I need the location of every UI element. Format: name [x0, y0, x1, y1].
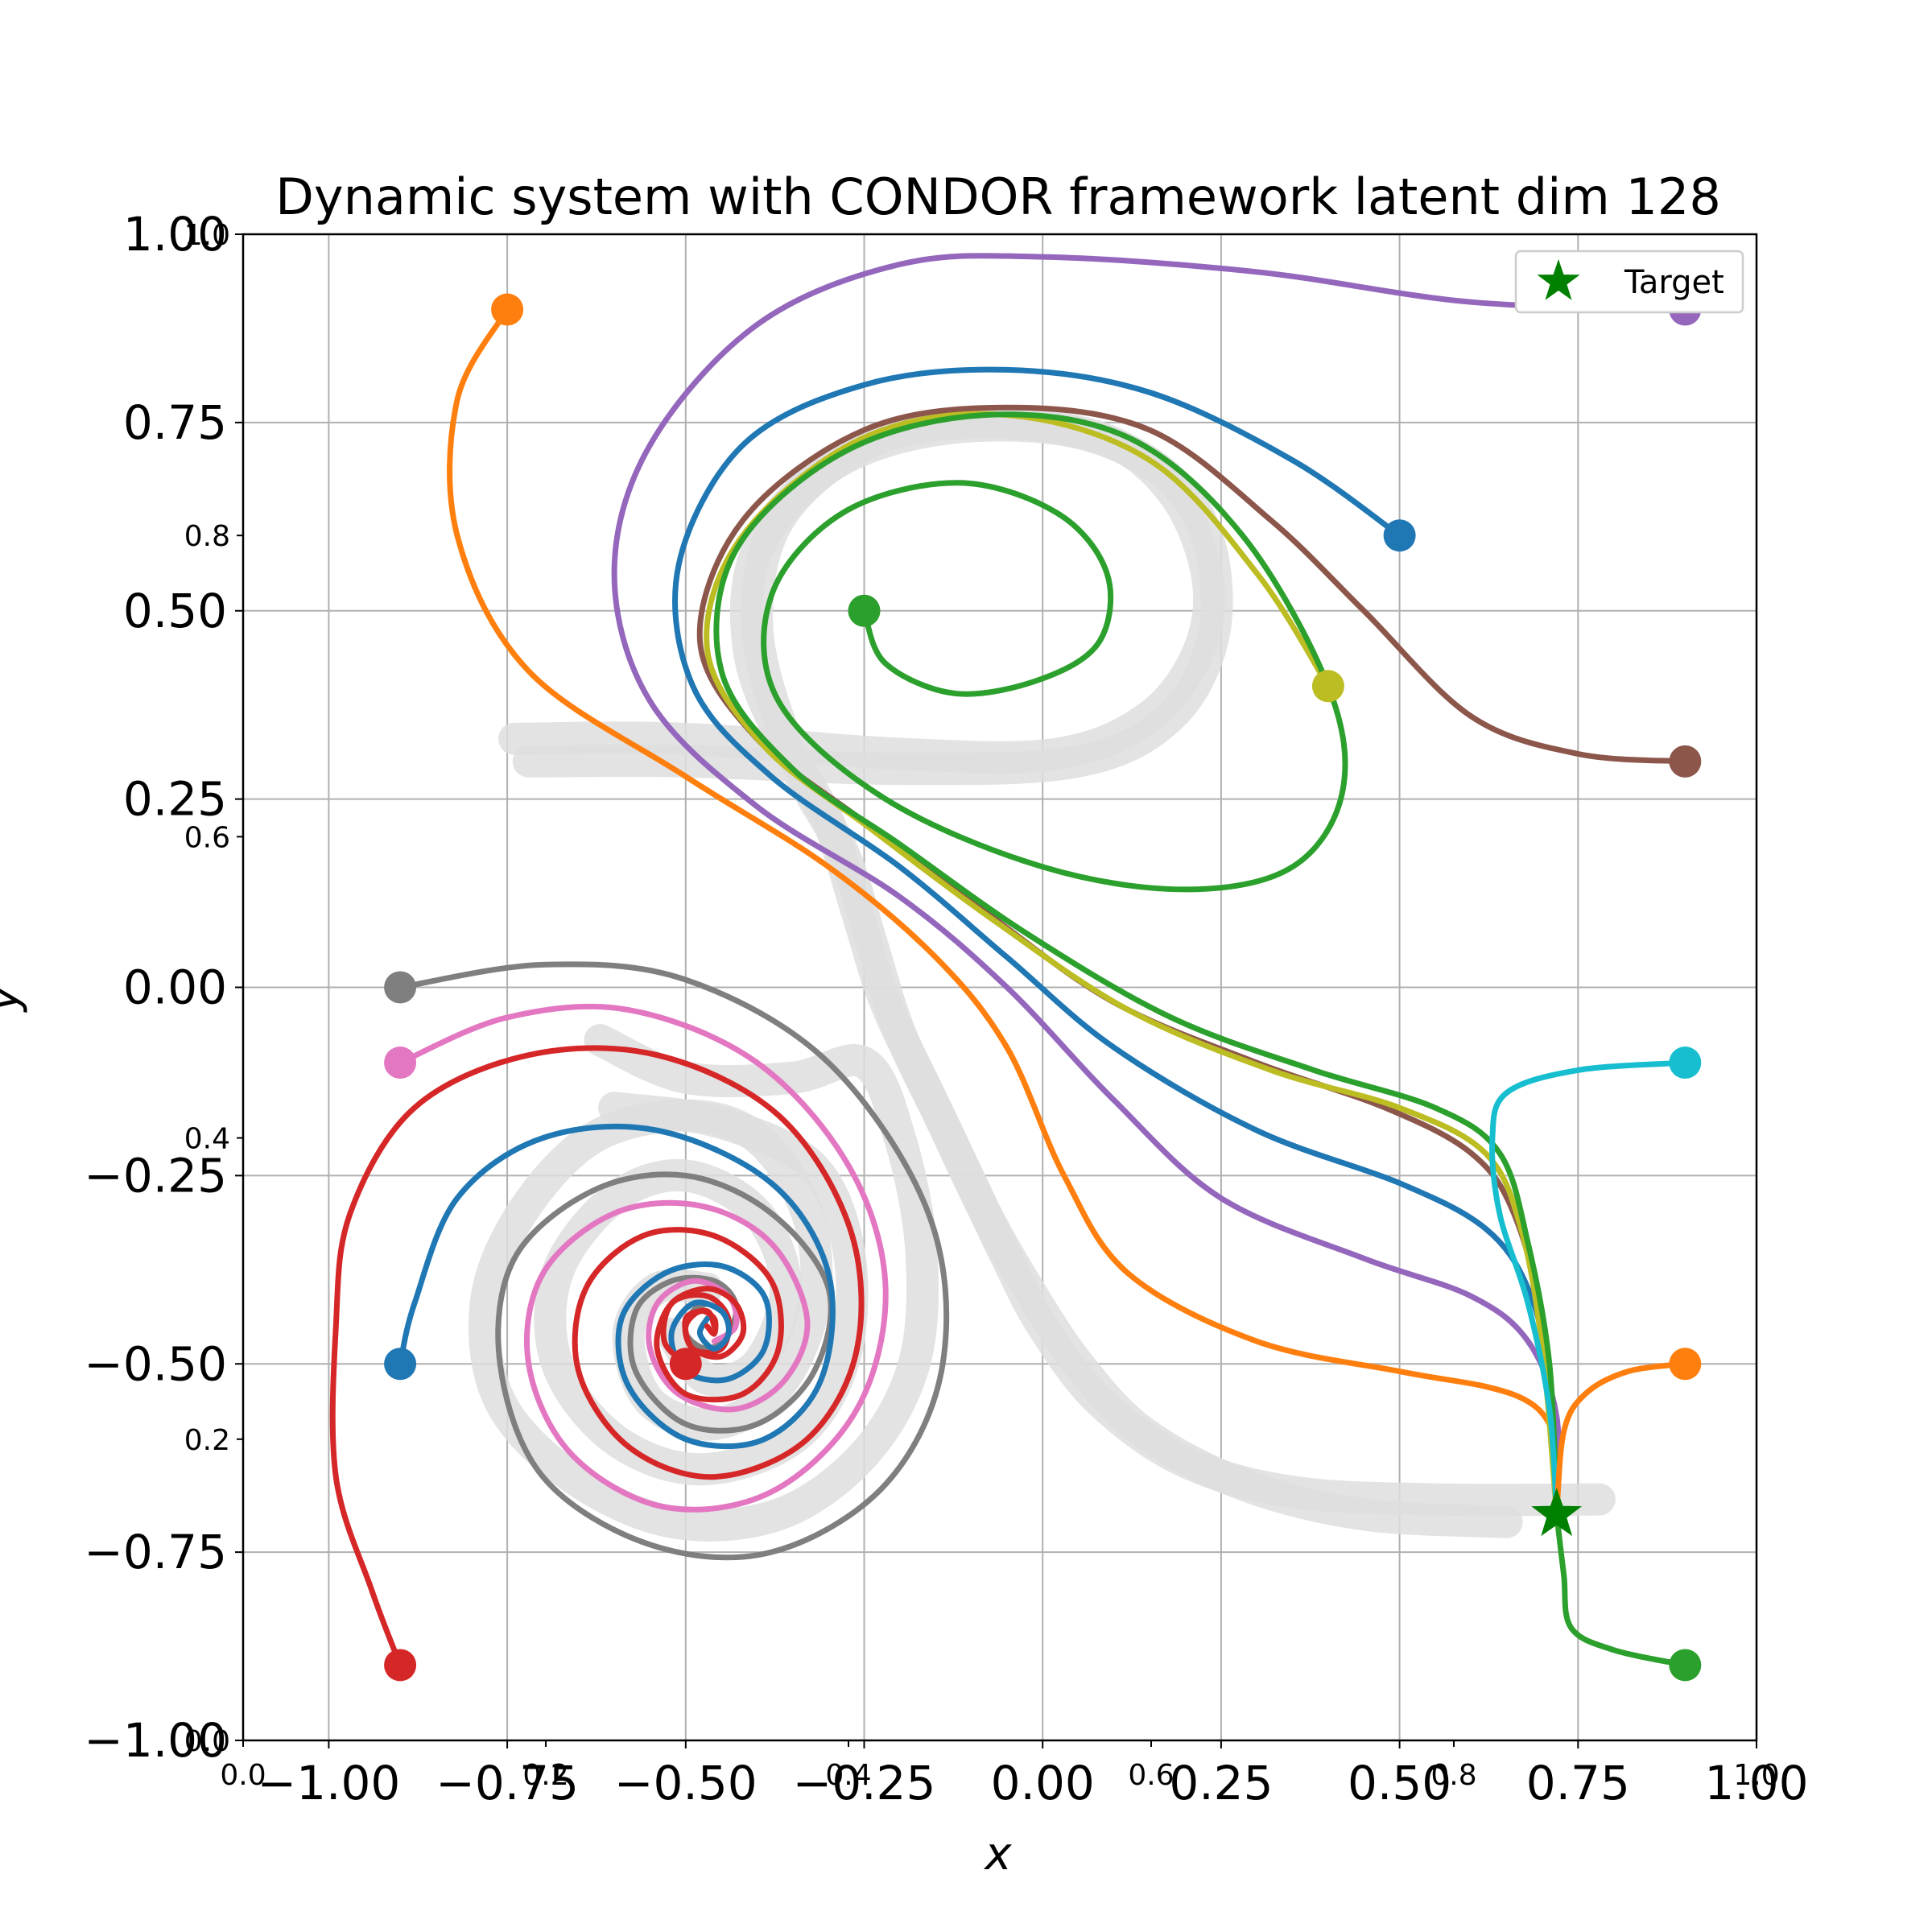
demonstration-path [512, 409, 1523, 1538]
secondary-y-tick-label: 0.6 [184, 821, 230, 854]
start-point-marker [1383, 519, 1416, 552]
x-tick-label: −1.00 [258, 1756, 401, 1810]
legend-label-target: Target [1624, 264, 1724, 301]
demonstration-paths [468, 406, 1616, 1542]
x-tick-label: 1.00 [1704, 1756, 1808, 1810]
y-tick-label: −0.75 [84, 1525, 227, 1579]
trajectory-line [611, 253, 1688, 1517]
target-marker-group [1531, 1488, 1583, 1537]
start-point-marker [384, 1046, 417, 1080]
start-point-marker [1311, 670, 1344, 703]
secondary-x-tick-label: 0.8 [1430, 1759, 1476, 1792]
y-axis-label: y [0, 985, 29, 1013]
y-tick-label: 0.50 [123, 584, 227, 638]
trajectory-series [329, 253, 1688, 1668]
x-axis-label: x [983, 1828, 1012, 1880]
y-tick-label: 0.25 [123, 772, 227, 827]
start-point-marker [384, 971, 417, 1004]
start-point-marker [1669, 745, 1702, 778]
trajectory-line [329, 1045, 865, 1668]
legend-star-icon [1537, 259, 1580, 300]
plot-area [242, 233, 1758, 1742]
start-markers [384, 293, 1702, 1682]
start-point-marker [384, 1348, 417, 1381]
legend: Target [1514, 250, 1744, 314]
start-point-marker [1669, 1649, 1702, 1682]
x-tick-label: −0.50 [614, 1756, 758, 1810]
start-point-marker [1669, 1348, 1702, 1381]
legend-box [1514, 250, 1744, 314]
trajectory-line [397, 1123, 836, 1450]
demonstration-path [468, 1024, 939, 1542]
x-tick-label: −0.25 [793, 1756, 936, 1810]
trajectory-line [397, 961, 950, 1561]
ticks: −1.00 −0.75 −0.50 −0.25 0.00 0.25 0.50 0.75 1.00… [84, 207, 1808, 1810]
y-tick-label: −0.50 [84, 1336, 227, 1391]
trajectory-line [1554, 1511, 1688, 1668]
secondary-y-tick-label: 1.0 [184, 219, 230, 252]
start-point-marker [848, 594, 881, 627]
trajectory-line [1554, 1360, 1688, 1517]
trajectory-line [713, 411, 1560, 1517]
start-point-marker [384, 1649, 417, 1682]
chart-title: Dynamic system with CONDOR framework lat… [275, 167, 1721, 226]
demonstration-path [534, 1092, 869, 1486]
secondary-x-tick-label: 0.2 [522, 1759, 568, 1792]
trajectory-line [672, 366, 1560, 1517]
start-point-marker [1669, 1046, 1702, 1080]
secondary-x-tick-label: 0.6 [1128, 1759, 1174, 1792]
secondary-x-tick-label: 0.4 [825, 1759, 871, 1792]
secondary-x-tick-label: 1.0 [1733, 1759, 1779, 1792]
x-tick-label: −0.75 [436, 1756, 579, 1810]
y-tick-label: −0.25 [84, 1148, 227, 1203]
y-tick-label: 0.00 [123, 960, 227, 1015]
x-tick-label: 0.25 [1169, 1756, 1273, 1810]
target-star-icon [1531, 1488, 1583, 1537]
y-tick-label: 1.00 [123, 207, 227, 262]
trajectory-line [397, 1003, 889, 1513]
secondary-y-tick-label: 0.8 [184, 520, 230, 553]
x-tick-label: 0.00 [991, 1756, 1095, 1810]
trajectory-line [447, 307, 1560, 1517]
secondary-x-tick-label: 0.0 [220, 1759, 266, 1792]
y-tick-label: −1.00 [84, 1713, 227, 1768]
trajectory-line [1489, 1059, 1688, 1517]
x-tick-label: 0.50 [1348, 1756, 1451, 1810]
secondary-y-tick-label: 0.2 [184, 1424, 230, 1457]
secondary-y-tick-label: 0.0 [184, 1725, 230, 1758]
y-tick-label: 0.75 [123, 395, 227, 450]
trajectory-line [660, 1286, 747, 1367]
x-tick-label: 0.75 [1526, 1756, 1630, 1810]
start-point-marker [491, 293, 524, 326]
secondary-y-tick-label: 0.4 [184, 1123, 230, 1156]
start-point-marker [669, 1348, 702, 1381]
